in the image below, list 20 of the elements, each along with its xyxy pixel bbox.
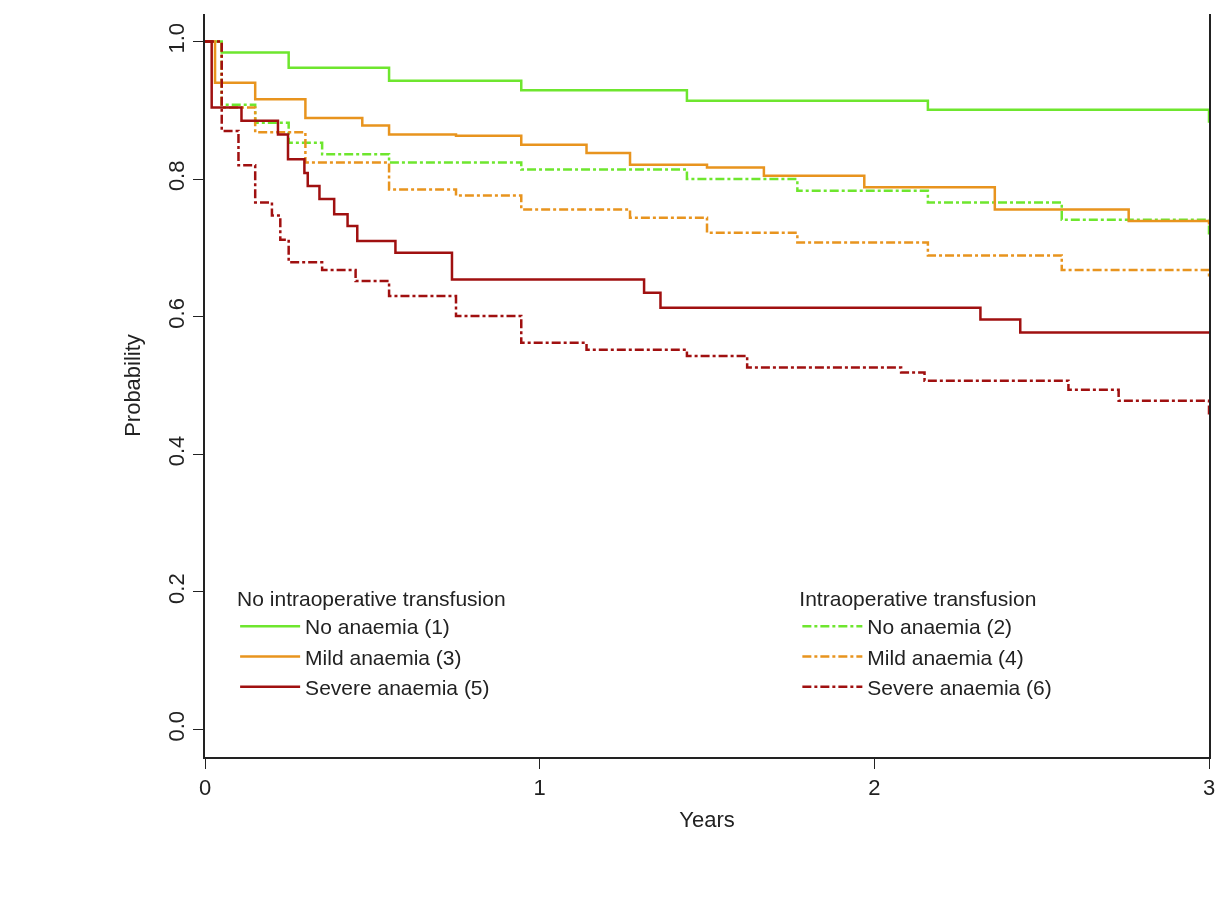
y-tick-label: 0.0 [164, 710, 190, 742]
legend-label: Severe anaemia (6) [867, 675, 1052, 699]
legend-label: No anaemia (2) [867, 615, 1013, 639]
x-axis-title: Years [679, 806, 735, 832]
x-tick-label: 0 [198, 775, 212, 801]
legend-label: No anaemia (1) [305, 615, 450, 639]
legend-label: Mild anaemia (4) [867, 645, 1024, 669]
y-tick-label: 1.0 [164, 22, 190, 54]
text: No intraoperative transfusion [237, 586, 506, 610]
text: Intraoperative transfusion [799, 586, 1037, 610]
y-tick-label: 0.4 [164, 435, 190, 467]
y-axis-title: Probability [119, 334, 145, 437]
y-tick-label: 0.2 [164, 573, 190, 604]
x-tick-label: 2 [868, 775, 881, 801]
legend-label: Mild anaemia (3) [305, 645, 462, 669]
x-tick-label: 1 [533, 775, 546, 801]
x-tick-label: 3 [1202, 775, 1216, 801]
y-tick-label: 0.8 [164, 160, 190, 192]
y-tick-label: 0.6 [164, 298, 190, 329]
legend-label: Severe anaemia (5) [305, 675, 490, 699]
